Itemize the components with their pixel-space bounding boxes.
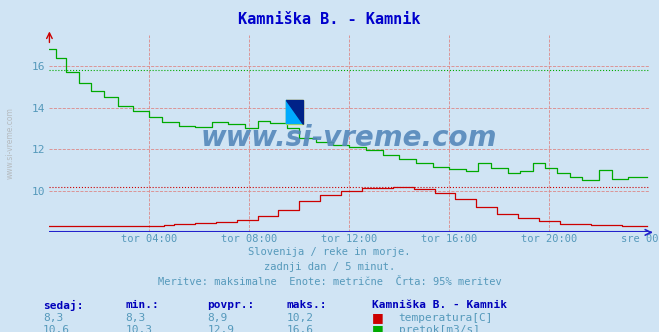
Text: Kamniška B. - Kamnik: Kamniška B. - Kamnik <box>239 12 420 27</box>
Text: www.si-vreme.com: www.si-vreme.com <box>5 107 14 179</box>
Text: povpr.:: povpr.: <box>208 300 255 310</box>
Text: 8,3: 8,3 <box>43 313 63 323</box>
Text: 10,2: 10,2 <box>287 313 314 323</box>
Text: www.si-vreme.com: www.si-vreme.com <box>201 124 498 152</box>
Polygon shape <box>286 100 303 124</box>
Text: Meritve: maksimalne  Enote: metrične  Črta: 95% meritev: Meritve: maksimalne Enote: metrične Črta… <box>158 277 501 287</box>
Text: 12,9: 12,9 <box>208 325 235 332</box>
Text: min.:: min.: <box>125 300 159 310</box>
Text: sedaj:: sedaj: <box>43 300 83 311</box>
Text: pretok[m3/s]: pretok[m3/s] <box>399 325 480 332</box>
Text: 8,3: 8,3 <box>125 313 146 323</box>
Text: zadnji dan / 5 minut.: zadnji dan / 5 minut. <box>264 262 395 272</box>
Polygon shape <box>286 100 303 124</box>
Text: 8,9: 8,9 <box>208 313 228 323</box>
Text: Slovenija / reke in morje.: Slovenija / reke in morje. <box>248 247 411 257</box>
Text: 16,6: 16,6 <box>287 325 314 332</box>
Text: ■: ■ <box>372 311 384 324</box>
Text: maks.:: maks.: <box>287 300 327 310</box>
Text: 10,6: 10,6 <box>43 325 70 332</box>
Text: temperatura[C]: temperatura[C] <box>399 313 493 323</box>
Bar <box>286 100 303 124</box>
Text: 10,3: 10,3 <box>125 325 152 332</box>
Text: Kamniška B. - Kamnik: Kamniška B. - Kamnik <box>372 300 507 310</box>
Text: ■: ■ <box>372 323 384 332</box>
